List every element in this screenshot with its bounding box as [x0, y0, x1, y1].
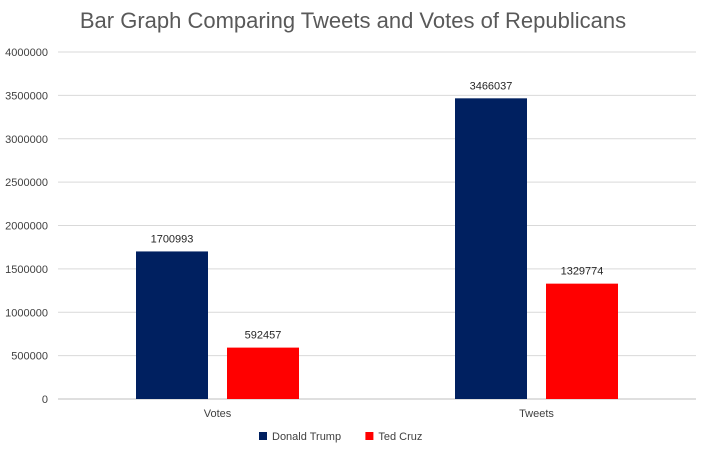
bar-ted-cruz-tweets — [546, 283, 618, 399]
data-labels: 1700993 592457 3466037 1329774 — [151, 80, 604, 341]
legend-swatch-donald-trump — [259, 432, 267, 440]
y-tick-label: 2500000 — [5, 177, 48, 189]
x-tick-label-tweets: Tweets — [519, 408, 554, 420]
y-tick-label: 3000000 — [5, 134, 48, 146]
bars — [136, 98, 618, 399]
x-axis-ticks: Votes Tweets — [204, 408, 555, 420]
y-tick-label: 500000 — [11, 351, 48, 363]
y-axis-ticks: 0 500000 1000000 1500000 2000000 2500000 30000… — [5, 47, 48, 406]
data-label: 592457 — [245, 330, 282, 342]
legend-label-donald-trump: Donald Trump — [272, 431, 341, 443]
bar-donald-trump-votes — [136, 251, 208, 399]
data-label: 1700993 — [151, 233, 194, 245]
y-tick-label: 2000000 — [5, 221, 48, 233]
bar-donald-trump-tweets — [455, 98, 527, 399]
y-tick-label: 1000000 — [5, 307, 48, 319]
chart-title: Bar Graph Comparing Tweets and Votes of … — [80, 8, 626, 33]
legend: Donald Trump Ted Cruz — [259, 431, 422, 443]
x-tick-label-votes: Votes — [204, 408, 232, 420]
y-tick-label: 3500000 — [5, 90, 48, 102]
y-tick-label: 0 — [42, 394, 48, 406]
data-label: 1329774 — [561, 266, 604, 278]
bar-ted-cruz-votes — [227, 347, 299, 399]
legend-swatch-ted-cruz — [365, 432, 374, 440]
y-tick-label: 1500000 — [5, 264, 48, 276]
data-label: 3466037 — [470, 80, 513, 92]
legend-label-ted-cruz: Ted Cruz — [378, 431, 422, 443]
y-tick-label: 4000000 — [5, 47, 48, 59]
